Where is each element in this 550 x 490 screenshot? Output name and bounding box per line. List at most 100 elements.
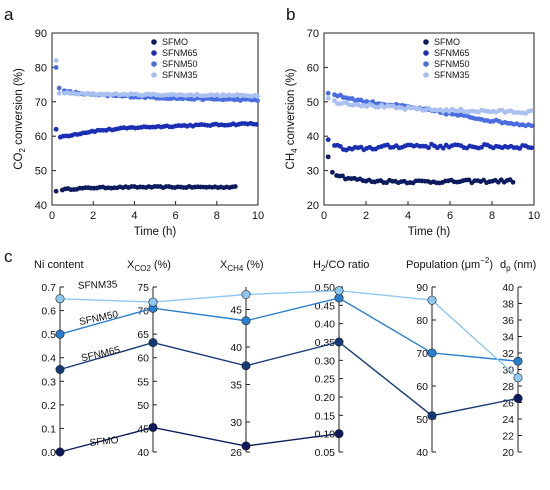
series-point: [148, 297, 158, 307]
legend-label: SFNM50: [434, 59, 470, 69]
legend-marker: [151, 39, 157, 45]
x-tick-label: 2: [363, 210, 369, 222]
axis-tick-label: 36: [502, 315, 514, 327]
series-point: [55, 294, 65, 304]
data-point: [510, 179, 516, 185]
legend-label: SFNM50: [162, 59, 198, 69]
series-point: [55, 364, 65, 374]
data-point: [53, 58, 59, 63]
series-SFNM35: [325, 95, 534, 116]
legend-label: SFNM35: [434, 70, 470, 80]
x-tick-label: 4: [405, 210, 411, 222]
series-point: [513, 373, 523, 383]
series-label: SFNM50: [78, 309, 119, 328]
data-point: [332, 98, 337, 104]
axis-title-sub: 2: [321, 264, 326, 273]
line-SFNM50: [55, 293, 523, 366]
axis-tick-label: 22: [502, 431, 514, 443]
axis-tick-label: 0.25: [315, 374, 336, 386]
x-tick-label: 4: [131, 210, 137, 222]
axis-tick-label: 0.20: [315, 392, 336, 404]
series-SFMO: [53, 184, 238, 194]
axis-tick-label: 0.6: [41, 306, 56, 318]
series-point: [334, 337, 344, 347]
legend-marker: [423, 50, 429, 56]
x-tick-label: 6: [173, 210, 179, 222]
x-tick-label: 2: [90, 210, 96, 222]
axis-tick-label: 0.7: [41, 282, 56, 294]
line-SFMO: [55, 422, 344, 457]
data-point: [529, 145, 534, 151]
data-point: [253, 121, 259, 127]
axis-tick-label: 0.3: [41, 376, 56, 388]
series-point: [427, 295, 437, 305]
series-point: [513, 393, 523, 403]
parallel-axis: 0.0 0.1 0.2 0.3 0.4 0.5 0.6 0.7 Ni content: [34, 259, 84, 459]
series-point: [334, 286, 344, 296]
x-axis-label: Time (h): [408, 226, 451, 238]
axis-tick-label: 55: [137, 376, 149, 388]
axis-title-sub: CO2: [134, 264, 151, 273]
axis-tick-label: 40: [137, 447, 149, 459]
y-axis-label-tail: conversion (%): [285, 68, 297, 148]
axis-tick-label: 30: [230, 417, 242, 429]
axis-title-tail: /CO ratio: [325, 259, 369, 271]
axis-title-main: Ni content: [34, 259, 84, 271]
legend-marker: [151, 50, 157, 56]
axis-tick-label: 24: [502, 414, 514, 426]
y-tick-label: 90: [35, 28, 47, 40]
series-label: SFMO: [89, 435, 119, 449]
axis-title-sup: −2: [480, 256, 490, 265]
axis-tick-label: 0.05: [315, 447, 336, 459]
data-point: [255, 98, 260, 104]
axis-title: XCH4 (%): [220, 259, 264, 273]
axis-title-main: X: [220, 259, 228, 271]
y-axis-label: CO2 conversion (%): [13, 68, 27, 170]
parallel-axis: 26 30 35 40 45 XCH4 (%): [220, 259, 264, 459]
axis-tick-label: 65: [137, 329, 149, 341]
data-point: [325, 137, 331, 143]
axis-tick-label: 20: [502, 447, 514, 459]
series-SFNM65: [325, 137, 534, 153]
series-line: [59, 289, 519, 379]
parallel-axis: 0.050.100.150.200.250.300.350.400.450.50…: [313, 259, 369, 459]
axis-title: Population (μm−2): [406, 256, 493, 271]
axis-tick-label: 0.10: [315, 429, 336, 441]
axis-tick-label: 80: [416, 315, 428, 327]
data-point: [529, 108, 534, 114]
axis-tick-label: 0.5: [41, 329, 56, 341]
plot-frame: [51, 32, 259, 206]
axis-title-main: H: [313, 259, 321, 271]
axis-title-tail: (%): [151, 259, 171, 271]
data-point: [232, 184, 238, 189]
axis-tick-label: 0.0: [41, 447, 56, 459]
x-tick-label: 6: [447, 210, 453, 222]
axis-title: H2/CO ratio: [313, 259, 369, 273]
data-point: [325, 154, 331, 160]
data-point: [53, 188, 59, 194]
axis-tick-label: 60: [137, 353, 149, 365]
y-tick-label: 60: [35, 131, 47, 143]
y-tick-label: 20: [307, 200, 319, 212]
axis-tick-label: 38: [502, 299, 514, 311]
axis-tick-label: 90: [416, 282, 428, 294]
y-axis-label-main: CO: [13, 152, 25, 169]
axis-tick-label: 60: [416, 381, 428, 393]
axis-tick-label: 0.35: [315, 337, 336, 349]
data-point: [340, 173, 345, 179]
series-SFNM35: [53, 58, 260, 99]
data-point: [466, 177, 472, 183]
axis-tick-label: 0.30: [315, 355, 336, 367]
legend-marker: [151, 61, 157, 67]
legend-label: SFNM65: [434, 48, 470, 58]
axis-tick-label: 34: [502, 332, 514, 344]
axis-title-sub: p: [506, 264, 511, 273]
legend-label: SFMO: [162, 37, 188, 47]
panel-letter: c: [4, 247, 13, 266]
axis-tick-label: 40: [416, 447, 428, 459]
y-tick-label: 60: [307, 62, 319, 74]
